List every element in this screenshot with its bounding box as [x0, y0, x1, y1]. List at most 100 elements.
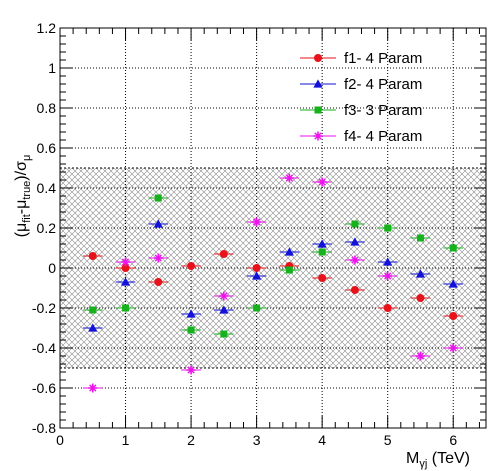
legend-marker: [314, 54, 322, 62]
series-1-point: [187, 262, 196, 270]
series-4-point: [219, 291, 229, 301]
series-1-point: [318, 274, 327, 282]
grid-layer: [60, 28, 486, 428]
series-4-point: [121, 257, 131, 267]
series-2-point: [448, 279, 458, 288]
y-tick-label: -0.2: [32, 300, 56, 316]
series-4-point: [448, 343, 458, 353]
series-3-point: [384, 224, 392, 232]
series-3-point: [154, 194, 162, 202]
x-axis-title-main: M: [406, 450, 419, 467]
series-4-point: [284, 173, 294, 183]
series-4-point: [252, 217, 262, 227]
series-3-point: [220, 330, 228, 338]
legend-label: f1- 4 Param: [344, 50, 422, 67]
series-4-point-stroke: [220, 292, 228, 300]
series-3-point: [416, 234, 424, 242]
series-3-point: [318, 248, 326, 256]
x-tick-label: 3: [253, 432, 261, 448]
series-2-point: [252, 271, 262, 280]
y-axis-title-sub3: μ: [21, 155, 33, 161]
y-axis-title-sub1: fit: [21, 214, 33, 223]
series-4-point-stroke: [121, 258, 130, 266]
series-1-point: [121, 264, 130, 272]
series-1-point: [252, 264, 261, 272]
legend-entry-4: f4- 4 Param: [300, 128, 422, 145]
series-3-point: [187, 326, 195, 334]
series-4: [82, 173, 464, 393]
y-tick-label: 1: [48, 60, 56, 76]
series-4-point-stroke: [351, 256, 359, 264]
x-tick-label: 0: [56, 432, 64, 448]
series-2-point: [383, 257, 393, 266]
series-1-point: [449, 312, 458, 320]
y-tick-label: -0.4: [32, 340, 56, 356]
legend-marker: [314, 106, 322, 114]
series-4-point-stroke: [449, 344, 457, 352]
series-2-point: [219, 305, 229, 314]
series-4-point: [88, 383, 98, 393]
series-4-point: [415, 351, 425, 361]
y-tick-label: 1.2: [37, 20, 57, 36]
series-3: [82, 194, 464, 338]
tick-label-layer: 0 1 2 3 4 5 6 -0.8 -0.6 -0.4 -0.2 0 0.2 0.4 0.6 0.8 1 1.2: [32, 20, 457, 448]
y-tick-label: 0.4: [37, 180, 57, 196]
series-1-point: [154, 278, 163, 286]
series-3-point: [122, 304, 130, 312]
series-2-point: [88, 323, 98, 332]
x-tick-label: 5: [384, 432, 392, 448]
y-tick-label: -0.6: [32, 380, 56, 396]
legend: f1- 4 Param f2- 4 Param f3- 3 Param f4- 4 P…: [300, 50, 422, 145]
series-1-point: [383, 304, 392, 312]
series-3-point: [449, 244, 457, 252]
series-4-point-stroke: [384, 272, 392, 280]
series-2-point: [153, 219, 163, 228]
series-2-point: [120, 277, 131, 286]
legend-label: f2- 4 Param: [344, 76, 422, 93]
series-2-point: [284, 247, 294, 256]
series-1-point: [416, 294, 425, 302]
series-4-point: [317, 177, 327, 187]
series-4-point-stroke: [89, 384, 97, 392]
x-tick-label: 1: [122, 432, 130, 448]
y-axis-title-sub2: true: [21, 181, 33, 200]
series-1: [82, 250, 464, 320]
legend-marker-stroke: [314, 132, 322, 140]
y-axis-title-mid: -μ: [13, 200, 30, 215]
series-4-point-stroke: [285, 174, 294, 182]
legend-entry-1: f1- 4 Param: [300, 50, 422, 67]
series-2-point: [317, 239, 327, 248]
y-tick-label: 0.6: [37, 140, 57, 156]
series-4-point-stroke: [416, 352, 425, 360]
y-axis-title-open: (μ: [13, 223, 30, 238]
legend-marker: [313, 131, 323, 141]
series-4-point: [383, 271, 393, 281]
series-3-point: [285, 266, 293, 274]
series-3-point: [89, 306, 97, 314]
series-4-point: [186, 365, 196, 375]
series-3-point: [351, 220, 359, 228]
legend-entry-3: f3- 3 Param: [300, 102, 422, 119]
series-4-point: [153, 253, 163, 263]
tick-layer: [59, 27, 486, 429]
series-2: [82, 219, 464, 332]
series-4-point: [350, 255, 360, 265]
series-4-point-stroke: [187, 366, 195, 374]
x-tick-label: 2: [187, 432, 195, 448]
y-axis-title: (μfit-μtrue)/σμ: [13, 155, 33, 238]
y-axis-title-close: )/σ: [13, 161, 30, 181]
y-tick-label: 0: [48, 260, 56, 276]
series-1-point: [88, 252, 97, 260]
x-axis-title-sub: γj: [419, 458, 427, 470]
series-4-point-stroke: [318, 178, 326, 186]
legend-label: f4- 4 Param: [344, 128, 422, 145]
series-layer: [82, 173, 464, 393]
series-1-point: [350, 286, 359, 294]
legend-label: f3- 3 Param: [344, 102, 422, 119]
y-tick-label: -0.8: [32, 420, 56, 436]
series-2-point: [415, 269, 426, 278]
series-2-point: [350, 237, 360, 246]
y-tick-label: 0.2: [37, 220, 57, 236]
x-tick-label: 4: [318, 432, 326, 448]
